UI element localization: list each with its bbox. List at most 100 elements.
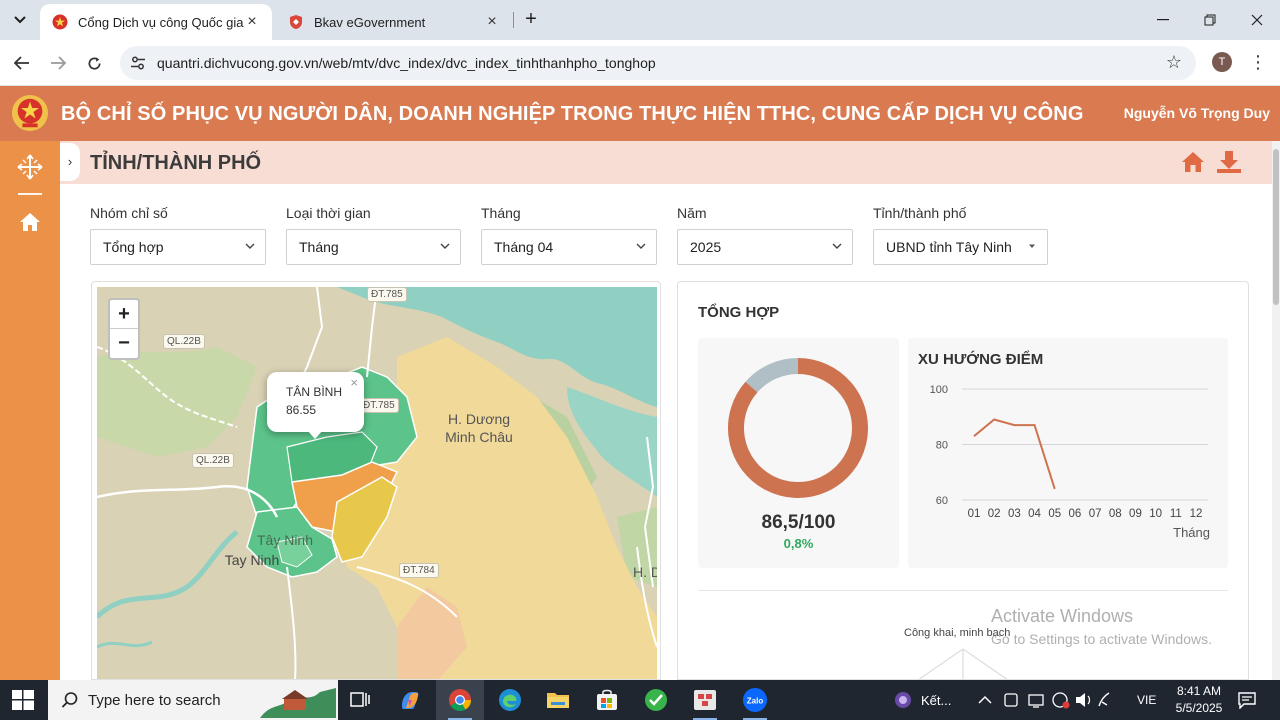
- map-zoom-control: + −: [108, 298, 140, 360]
- tray-app-icon: [895, 692, 911, 708]
- edge-icon: [499, 689, 521, 711]
- forward-button[interactable]: [46, 51, 70, 75]
- browser-toolbar: quantri.dichvucong.gov.vn/web/mtv/dvc_in…: [0, 40, 1280, 86]
- browser-menu-icon[interactable]: ⋮: [1249, 52, 1267, 72]
- user-name[interactable]: Nguyễn Võ Trọng Duy: [1123, 105, 1270, 121]
- minimize-button[interactable]: [1140, 0, 1186, 40]
- select-value: Tháng 04: [494, 239, 554, 255]
- taskbar-search-box[interactable]: Type here to search: [48, 680, 338, 720]
- notification-center-button[interactable]: [1238, 680, 1256, 720]
- select-nhom-chi-so[interactable]: Tổng hợp: [90, 229, 266, 265]
- select-value: UBND tỉnh Tây Ninh: [886, 239, 1012, 255]
- search-highlight-image: [260, 688, 336, 718]
- chat-bubble-icon: [1238, 692, 1256, 709]
- minimize-icon: [1157, 19, 1169, 21]
- green-check-app[interactable]: [632, 680, 680, 720]
- close-tab-icon[interactable]: ×: [247, 13, 257, 30]
- filter-label-nam: Năm: [677, 205, 707, 221]
- activate-windows-watermark: Activate Windows: [991, 606, 1134, 626]
- store-app[interactable]: [583, 680, 631, 720]
- chevron-down-icon: [245, 243, 255, 249]
- score-donut-chart: [728, 358, 868, 498]
- file-explorer-app[interactable]: [534, 680, 582, 720]
- popup-close-icon[interactable]: ×: [350, 375, 358, 390]
- windows-start-icon[interactable]: [12, 690, 34, 710]
- running-indicator: [693, 718, 717, 720]
- radar-axis-label: Công khai, minh bạch: [904, 627, 1011, 639]
- city-label: Tay Ninh: [224, 552, 280, 568]
- chevron-down-icon: [832, 243, 842, 249]
- map-view[interactable]: ĐT.785 QL.22B QL.22B ĐT.785 ĐT.784 H. Dư…: [97, 287, 657, 679]
- select-loai-thoi-gian[interactable]: Tháng: [286, 229, 461, 265]
- trend-card: XU HƯỚNG ĐIỂM 60 80 100 01 02 03 04 05 06 07 08 09 1…: [908, 338, 1228, 568]
- close-tab-icon[interactable]: ×: [487, 13, 497, 30]
- district-label: H. D: [633, 564, 657, 580]
- system-tray-icons: [1004, 692, 1110, 709]
- chevron-up-icon: [978, 695, 992, 704]
- close-icon: [1251, 14, 1263, 26]
- profile-avatar[interactable]: T: [1212, 52, 1232, 72]
- activate-windows-watermark-sub: Go to Settings to activate Windows.: [991, 631, 1212, 647]
- show-hidden-icons[interactable]: [978, 680, 992, 720]
- x-tick-label: 02: [988, 508, 1001, 520]
- url-text: quantri.dichvucong.gov.vn/web/mtv/dvc_in…: [157, 55, 656, 71]
- road-label: ĐT.784: [399, 563, 439, 578]
- input-language[interactable]: VIE: [1137, 693, 1157, 707]
- select-value: 2025: [690, 239, 722, 255]
- browser-tab-dichvucong[interactable]: Cổng Dịch vụ công Quốc gia ×: [40, 4, 272, 40]
- site-settings-icon[interactable]: [130, 55, 146, 71]
- tab-title: Bkav eGovernment: [314, 14, 426, 30]
- tray-notification-app[interactable]: Kết...: [893, 680, 951, 720]
- new-tab-button[interactable]: +: [525, 8, 537, 30]
- edge-app[interactable]: [486, 680, 534, 720]
- page-scrollbar[interactable]: [1272, 141, 1280, 680]
- home-icon[interactable]: [1181, 151, 1205, 173]
- copilot-app[interactable]: [386, 680, 434, 720]
- summary-title: TỔNG HỢP: [698, 304, 780, 321]
- address-bar[interactable]: quantri.dichvucong.gov.vn/web/mtv/dvc_in…: [120, 46, 1196, 80]
- select-nam[interactable]: 2025: [677, 229, 853, 265]
- national-emblem-favicon-icon: [52, 14, 68, 30]
- close-window-button[interactable]: [1234, 0, 1280, 40]
- home-icon: [20, 213, 40, 231]
- filter-label-thang: Tháng: [481, 205, 521, 221]
- rail-divider: [18, 193, 42, 195]
- district-label-line: Minh Châu: [445, 429, 513, 445]
- left-rail: [0, 141, 60, 680]
- zalo-app[interactable]: Zalo: [731, 680, 779, 720]
- select-tinh-thanh-pho[interactable]: UBND tỉnh Tây Ninh: [873, 229, 1048, 265]
- bookmark-star-icon[interactable]: ☆: [1165, 52, 1182, 72]
- sidebar-expand-toggle[interactable]: ›: [60, 143, 80, 181]
- map-panel: ĐT.785 QL.22B QL.22B ĐT.785 ĐT.784 H. Dư…: [91, 281, 661, 680]
- grid-app-icon: [694, 690, 716, 710]
- rail-home-button[interactable]: [17, 209, 43, 235]
- zoom-out-button[interactable]: −: [118, 332, 130, 354]
- scrollbar-thumb[interactable]: [1273, 149, 1279, 305]
- chrome-app[interactable]: [436, 680, 484, 720]
- select-value: Tổng hợp: [103, 239, 164, 255]
- remote-app[interactable]: [681, 680, 729, 720]
- reload-button[interactable]: [82, 51, 106, 75]
- x-tick-label: 04: [1028, 508, 1041, 520]
- store-icon: [597, 689, 617, 710]
- restore-icon: [1204, 14, 1216, 26]
- download-icon[interactable]: [1216, 150, 1242, 174]
- rail-dashboard-button[interactable]: [17, 154, 43, 180]
- compass-arrows-icon: [17, 154, 43, 180]
- x-tick-label: 10: [1149, 508, 1162, 520]
- select-thang[interactable]: Tháng 04: [481, 229, 657, 265]
- taskbar-clock[interactable]: 8:41 AM 5/5/2025: [1164, 683, 1234, 717]
- restore-button[interactable]: [1187, 0, 1233, 40]
- trend-line-chart: 60 80 100 01 02 03 04 05 06 07 08 09 10 11 12 Tháng: [930, 384, 1210, 540]
- zoom-in-button[interactable]: +: [110, 300, 138, 329]
- tab-search-button[interactable]: [8, 8, 32, 32]
- page-title: TỈNH/THÀNH PHỐ: [90, 152, 262, 174]
- city-label: Tây Ninh: [256, 532, 314, 548]
- browser-tab-bkav[interactable]: Bkav eGovernment ×: [276, 4, 512, 40]
- filter-label-nhom-chi-so: Nhóm chỉ số: [90, 205, 168, 221]
- x-tick-label: 11: [1170, 508, 1182, 520]
- task-view-button[interactable]: [336, 680, 384, 720]
- arrow-left-icon: [14, 56, 29, 70]
- taskbar-search-placeholder: Type here to search: [88, 692, 221, 709]
- back-button[interactable]: [10, 51, 34, 75]
